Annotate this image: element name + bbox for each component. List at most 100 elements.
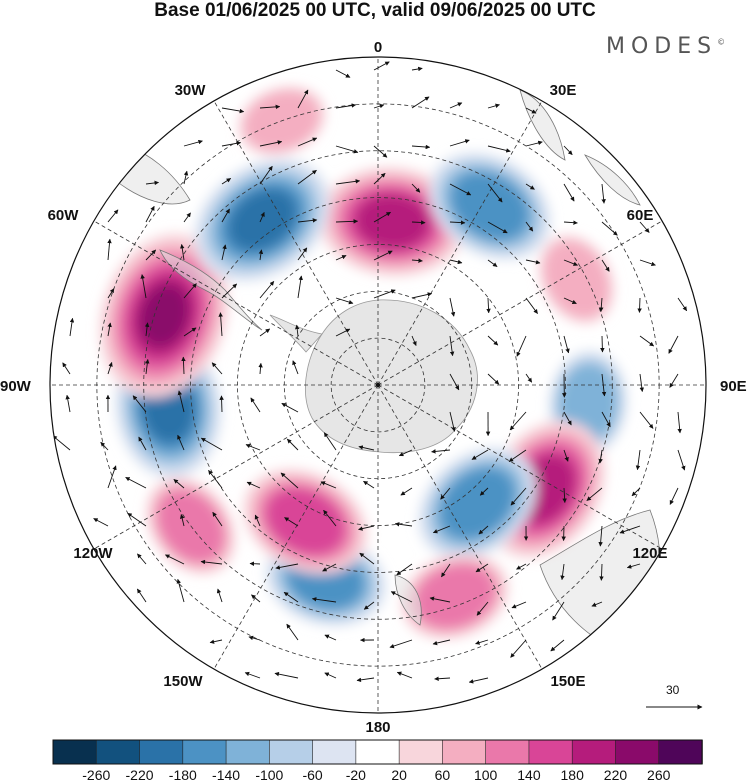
antarctica-landmass [269,299,478,453]
wind-vector [275,563,299,570]
wind-vector [248,635,261,641]
wind-vector [508,449,527,462]
wind-vector [335,103,357,109]
wind-vector [136,588,147,603]
wind-vector [677,297,688,312]
wind-vector [449,259,463,265]
wind-vector [323,509,337,527]
wind-vector [516,563,527,570]
longitude-label: 90W [0,378,32,395]
wind-vector [516,335,527,357]
anomaly-cell [355,194,430,249]
wind-vector [69,317,75,337]
wind-vector [487,335,499,346]
wind-vector [511,601,527,609]
wind-vector [449,220,466,225]
wind-vector [259,140,283,147]
wind-vector [137,553,147,565]
wind-vector [373,61,390,71]
colorbar-frame [52,739,703,765]
wind-vector [449,183,472,196]
wind-vector [487,221,508,234]
wind-vector [476,601,489,616]
wind-vector [292,360,299,375]
wind-vector [639,411,654,429]
map-title: Base 01/06/2025 00 UTC, valid 09/06/2025… [154,0,596,21]
map-disc [49,56,707,714]
wind-vector [127,512,147,527]
latitude-circle [190,197,566,573]
wind-vector [562,487,567,504]
wind-vector [211,362,223,375]
wind-vector [324,634,337,641]
wind-vector [601,183,606,204]
colorbar-swatch [139,739,184,765]
wind-vector [631,487,641,497]
wind-vector [107,288,115,299]
wind-vector [258,249,264,261]
anomaly-cell [451,172,528,240]
colorbar-tick-label: 20 [391,767,407,783]
wind-vector [221,141,242,147]
wind-vector [475,639,489,645]
wind-vector [449,411,456,432]
wind-vector [183,170,189,185]
wind-vector [373,145,388,158]
anomaly-cell [543,240,610,319]
longitude-label: 150W [163,673,203,690]
wind-vector [635,449,641,471]
longitude-labels: 0 30E 60E 90E 120E 150E 180 150W 120W 90W 60W 30W [0,39,747,736]
longitude-label: 120E [632,545,667,562]
wind-vector [311,597,337,603]
wind-vector [250,397,261,413]
wind-vector [259,104,281,110]
wind-vector [598,525,603,547]
colorbar-swatch [485,739,530,765]
colorbar-swatch [398,739,444,765]
wind-vector [335,145,359,154]
reference-vector: 30 [646,683,703,710]
colorbar-tick-label: -180 [169,767,197,783]
wind-vector [400,487,413,496]
wind-vector [107,238,112,261]
wind-vector [563,335,570,354]
wind-vector [373,211,391,223]
longitude-line [377,100,543,386]
wind-vector [637,297,642,313]
wind-vector [396,671,413,679]
colorbar-swatch [528,739,574,765]
wind-vector [552,601,565,621]
wind-vector [363,601,375,610]
wind-vector [411,96,430,109]
wind-vector [132,395,147,413]
longitude-label: 0 [374,39,382,56]
lat-lon-grid [50,57,706,713]
wind-vector [259,281,275,299]
wind-vector [322,563,337,572]
wind-vector [335,219,359,224]
wind-vector [432,639,451,646]
wind-vector [286,438,299,451]
wind-vector [389,639,413,649]
wind-vector [221,178,232,185]
wind-vector [440,487,451,500]
wind-vector [216,588,223,603]
wind-vector [65,394,71,413]
wind-vector [324,672,337,679]
wind-vector [246,481,261,489]
colorbar-swatch [269,739,314,765]
wind-vector [639,259,656,267]
colorbar-swatch [312,739,357,765]
wind-vector [181,356,186,375]
wind-vector [475,563,489,573]
wind-vector [478,525,489,535]
longitude-label: 30E [550,82,577,99]
wind-vector [284,517,299,527]
wind-vector [487,145,511,153]
wind-vector [176,578,185,603]
colorbar-tick-label: 180 [561,767,585,783]
wind-vector [52,435,71,451]
wind-vector [479,487,489,496]
longitude-label: 60E [627,207,654,224]
wind-vector [297,247,308,261]
